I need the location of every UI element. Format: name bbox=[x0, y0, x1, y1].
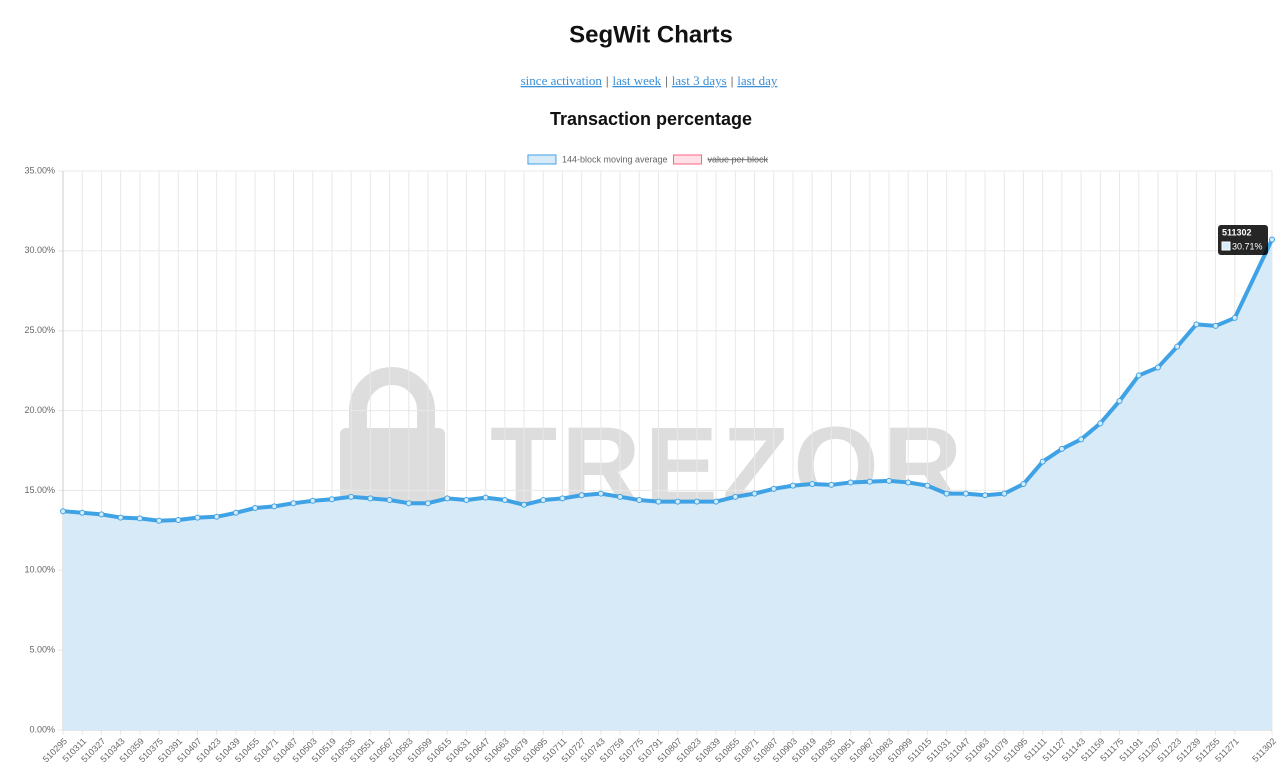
point bbox=[732, 493, 739, 500]
y-tick-label: 5.00% bbox=[29, 645, 55, 655]
point bbox=[751, 490, 758, 497]
point bbox=[674, 498, 681, 505]
point bbox=[655, 498, 662, 505]
point bbox=[290, 500, 297, 507]
point bbox=[828, 481, 835, 488]
point bbox=[213, 513, 220, 520]
point bbox=[1039, 458, 1046, 465]
point bbox=[156, 517, 163, 524]
point bbox=[1269, 236, 1275, 243]
point bbox=[405, 500, 412, 507]
y-tick-label: 0.00% bbox=[29, 724, 55, 734]
chart-title: Transaction percentage bbox=[550, 109, 752, 129]
nav-link[interactable]: last day bbox=[737, 73, 778, 88]
legend-swatch bbox=[673, 154, 703, 165]
point bbox=[1154, 364, 1161, 371]
point bbox=[905, 479, 912, 486]
legend-item[interactable]: 144-block moving average bbox=[527, 154, 668, 165]
legend-item[interactable]: value per block bbox=[673, 154, 769, 165]
point bbox=[924, 482, 931, 489]
nav-link[interactable]: last 3 days bbox=[672, 73, 727, 88]
y-tick-label: 15.00% bbox=[24, 485, 55, 495]
x-tick-label: 511302 bbox=[1250, 736, 1278, 764]
point bbox=[713, 498, 720, 505]
point bbox=[866, 478, 873, 485]
point bbox=[578, 492, 585, 499]
point bbox=[1078, 436, 1085, 443]
legend-label: value per block bbox=[708, 154, 769, 164]
point bbox=[1135, 372, 1142, 379]
nav-link[interactable]: last week bbox=[612, 73, 661, 88]
y-tick-label: 25.00% bbox=[24, 325, 55, 335]
point bbox=[770, 485, 777, 492]
point bbox=[1116, 397, 1123, 404]
point bbox=[271, 503, 278, 510]
point bbox=[521, 501, 528, 508]
legend-label: 144-block moving average bbox=[562, 154, 668, 164]
y-tick-label: 30.00% bbox=[24, 245, 55, 255]
watermark-shackle bbox=[349, 367, 435, 430]
point bbox=[194, 514, 201, 521]
link-separator: | bbox=[731, 73, 734, 88]
point bbox=[962, 490, 969, 497]
point bbox=[1020, 481, 1027, 488]
tooltip-label: 30.71% bbox=[1232, 241, 1263, 251]
point bbox=[367, 495, 374, 502]
legend-swatch bbox=[527, 154, 557, 165]
point bbox=[348, 493, 355, 500]
point bbox=[309, 497, 316, 504]
point bbox=[252, 504, 259, 511]
y-tick-label: 35.00% bbox=[24, 165, 55, 175]
point bbox=[540, 497, 547, 504]
point bbox=[60, 508, 66, 515]
point bbox=[136, 515, 143, 522]
point bbox=[982, 492, 989, 499]
point bbox=[386, 497, 393, 504]
point bbox=[1193, 321, 1200, 328]
point bbox=[1058, 445, 1065, 452]
point bbox=[1212, 322, 1219, 329]
point bbox=[79, 509, 86, 516]
point bbox=[847, 479, 854, 486]
point bbox=[98, 511, 105, 518]
point bbox=[617, 493, 624, 500]
tooltip-swatch bbox=[1221, 241, 1231, 251]
point bbox=[1097, 420, 1104, 427]
point bbox=[693, 498, 700, 505]
point bbox=[636, 497, 643, 504]
point bbox=[559, 495, 566, 502]
y-tick-label: 20.00% bbox=[24, 405, 55, 415]
point bbox=[789, 482, 796, 489]
point bbox=[886, 477, 893, 484]
point bbox=[175, 516, 182, 523]
page-title: SegWit Charts bbox=[569, 21, 733, 48]
tooltip: 511302 30.71% bbox=[1218, 225, 1268, 255]
point bbox=[424, 500, 431, 507]
point bbox=[463, 497, 470, 504]
point bbox=[1174, 343, 1181, 350]
point bbox=[597, 490, 604, 497]
point bbox=[444, 495, 451, 502]
point bbox=[1231, 314, 1238, 321]
area bbox=[63, 239, 1272, 730]
tooltip-title: 511302 bbox=[1222, 227, 1252, 237]
point bbox=[482, 494, 489, 501]
point bbox=[501, 497, 508, 504]
nav-link[interactable]: since activation bbox=[521, 73, 603, 88]
point bbox=[1001, 490, 1008, 497]
point bbox=[809, 481, 816, 488]
link-separator: | bbox=[665, 73, 668, 88]
link-separator: | bbox=[606, 73, 609, 88]
point bbox=[943, 490, 950, 497]
point bbox=[328, 496, 335, 503]
point bbox=[117, 514, 124, 521]
y-tick-label: 10.00% bbox=[24, 565, 55, 575]
point bbox=[232, 509, 239, 516]
